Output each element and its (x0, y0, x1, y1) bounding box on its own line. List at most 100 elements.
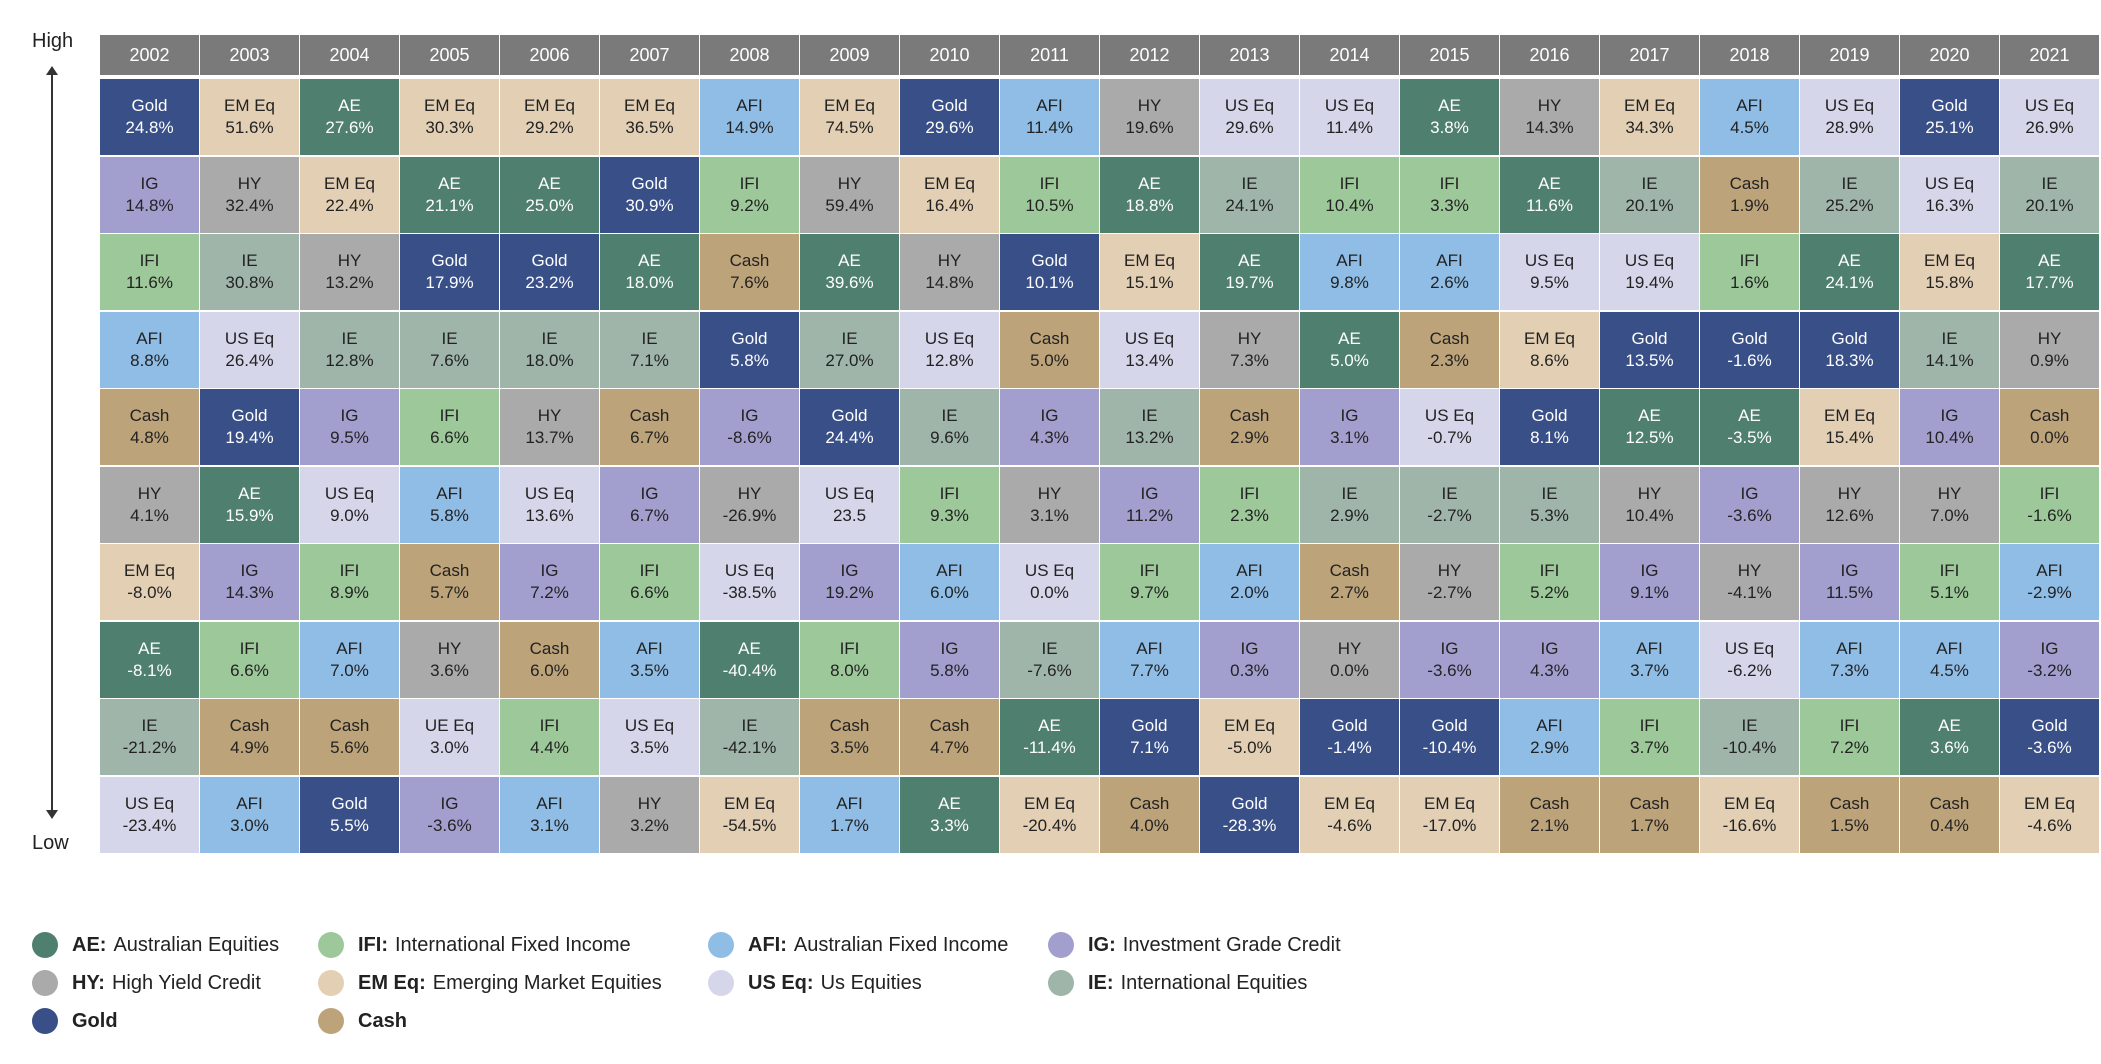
return-value: 0.0% (2030, 428, 2069, 447)
return-value: 1.7% (1630, 815, 1669, 835)
return-cell: US Eq 0.0% (1000, 544, 1099, 620)
asset-label: HY (1337, 638, 1362, 658)
asset-label: EM Eq (1223, 716, 1276, 735)
return-value: 14.9% (725, 118, 774, 137)
asset-label: US Eq (1824, 96, 1875, 115)
return-value: 1.6% (1730, 273, 1769, 292)
return-value: -6.2% (1727, 660, 1772, 680)
asset-label: IE (741, 716, 758, 735)
return-value: 7.3% (1830, 660, 1869, 680)
asset-label: Cash (1829, 793, 1870, 813)
asset-label: AE (1538, 173, 1561, 193)
asset-label: Cash (429, 561, 470, 580)
return-value: 5.3% (1530, 505, 1569, 525)
asset-label: AE (338, 96, 361, 115)
return-cell: IFI 8.9% (300, 544, 399, 620)
asset-label: IE (1041, 638, 1058, 658)
asset-label: IE (1241, 173, 1258, 193)
asset-label: IG (240, 561, 259, 580)
return-cell: US Eq 26.9% (2000, 79, 2099, 155)
return-value: 5.2% (1530, 583, 1569, 602)
asset-label: IFI (2039, 483, 2060, 503)
asset-label: Gold (631, 173, 668, 193)
asset-label: AE (938, 793, 961, 813)
return-cell: Cash 2.7% (1300, 544, 1399, 620)
return-value: 3.3% (930, 815, 969, 835)
asset-label: AFI (936, 561, 963, 580)
return-value: -28.3% (1222, 815, 1277, 835)
return-cell: AE 25.0% (500, 156, 599, 233)
return-cell: EM Eq 36.5% (600, 79, 699, 155)
return-value: 3.0% (230, 815, 269, 835)
return-value: 13.4% (1125, 350, 1174, 370)
year-header-2016: 2016 (1500, 35, 1599, 75)
return-value: 7.0% (1930, 505, 1969, 525)
return-value: 6.6% (230, 660, 269, 680)
return-cell: IE 20.1% (1600, 156, 1699, 233)
return-cell: IFI 2.3% (1200, 466, 1299, 543)
return-value: -42.1% (722, 738, 777, 757)
return-cell: IFI 8.0% (800, 621, 899, 698)
return-cell: EM Eq 22.4% (300, 156, 399, 233)
return-value: 1.7% (830, 815, 869, 835)
return-cell: US Eq 16.3% (1900, 156, 1999, 233)
asset-label: HY (837, 173, 862, 193)
return-value: 15.4% (1825, 428, 1874, 447)
asset-label: IG (840, 561, 859, 580)
return-value: 14.8% (925, 273, 974, 292)
return-value: 9.3% (930, 505, 969, 525)
asset-label: AE (1938, 716, 1961, 735)
return-value: 7.0% (330, 660, 369, 680)
asset-label: Cash (1429, 328, 1470, 348)
return-value: 10.4% (1925, 428, 1974, 447)
legend-code: EM Eq: (358, 971, 426, 994)
return-cell: Cash 7.6% (700, 234, 799, 310)
return-value: 14.3% (1525, 118, 1574, 137)
return-cell: AFI 4.5% (1700, 79, 1799, 155)
return-cell: Cash 1.5% (1800, 776, 1899, 853)
return-value: 15.1% (1125, 273, 1174, 292)
asset-label: EM Eq (1723, 793, 1776, 813)
return-value: 27.0% (825, 350, 874, 370)
axis-line (51, 72, 53, 812)
return-value: 30.8% (225, 273, 274, 292)
return-cell: US Eq 11.4% (1300, 79, 1399, 155)
year-header-2005: 2005 (400, 35, 499, 75)
return-value: 5.5% (330, 815, 369, 835)
return-value: 5.1% (1930, 583, 1969, 602)
return-cell: Gold -1.6% (1700, 311, 1799, 388)
return-cell: AE 18.8% (1100, 156, 1199, 233)
return-cell: IFI 6.6% (200, 621, 299, 698)
year-header-2019: 2019 (1800, 35, 1899, 75)
return-value: 11.5% (1826, 583, 1873, 602)
return-value: 5.8% (430, 505, 469, 525)
asset-label: IE (1441, 483, 1458, 503)
return-cell: Cash 4.0% (1100, 776, 1199, 853)
return-value: 19.6% (1125, 118, 1174, 137)
return-value: 8.9% (330, 583, 369, 602)
return-value: 24.1% (1825, 273, 1874, 292)
asset-label: US Eq (924, 328, 975, 348)
legend-code: US Eq: (748, 971, 814, 994)
return-cell: AE 39.6% (800, 234, 899, 310)
asset-label: IE (1941, 328, 1958, 348)
return-cell: IFI 1.6% (1700, 234, 1799, 310)
return-value: -10.4% (1422, 738, 1477, 757)
return-value: -2.9% (2027, 583, 2072, 602)
return-cell: HY 7.3% (1200, 311, 1299, 388)
return-value: 16.4% (925, 195, 974, 215)
return-cell: Cash 2.3% (1400, 311, 1499, 388)
return-cell: AE 17.7% (2000, 234, 2099, 310)
asset-label: IFI (1139, 561, 1160, 580)
return-cell: AFI 5.8% (400, 466, 499, 543)
return-value: 74.5% (825, 118, 874, 137)
legend-item: EM Eq: Emerging Market Equities (318, 968, 662, 998)
return-value: 9.5% (1530, 273, 1569, 292)
asset-label: Cash (1129, 793, 1170, 813)
return-cell: IE -21.2% (100, 699, 199, 775)
legend-swatch (32, 970, 58, 996)
legend-item: AFI: Australian Fixed Income (708, 930, 1008, 960)
asset-label: HY (2037, 328, 2062, 348)
asset-label: AFI (736, 96, 763, 115)
return-cell: IE -7.6% (1000, 621, 1099, 698)
